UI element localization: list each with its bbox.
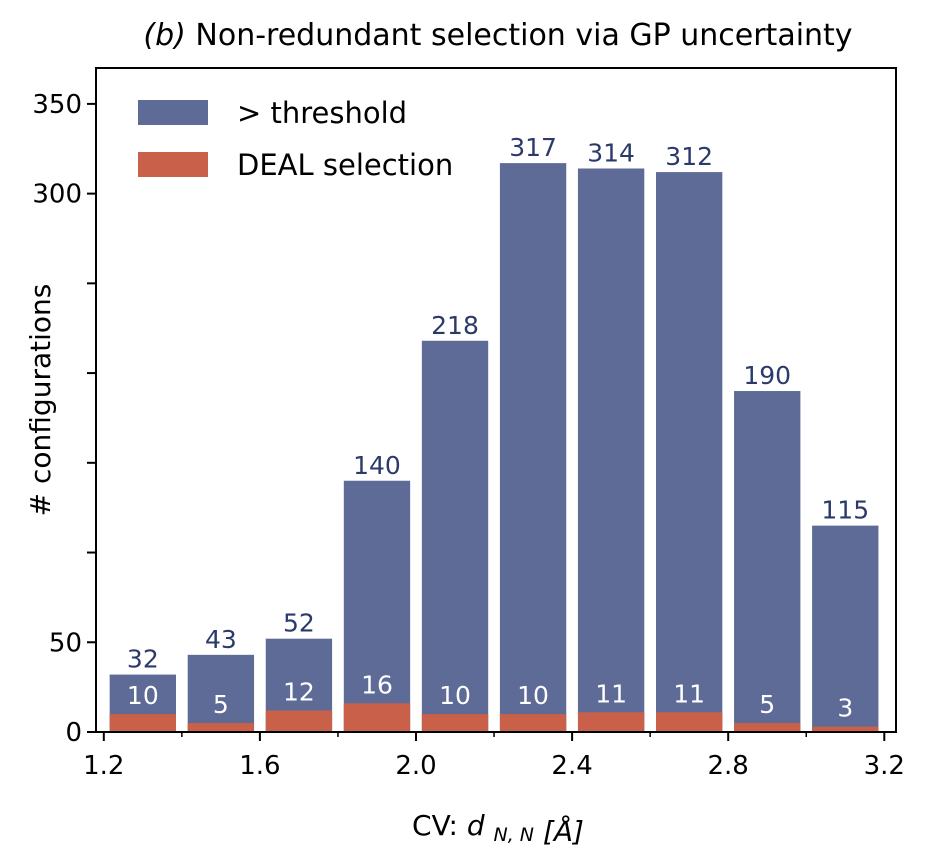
bar-label-threshold: 314 — [587, 138, 635, 167]
x-tick-label: 2.4 — [551, 751, 592, 781]
bar-label-threshold: 218 — [431, 311, 479, 340]
bar-label-threshold: 43 — [205, 625, 237, 654]
bar-label-threshold: 115 — [821, 496, 869, 525]
x-axis-label-subscript: N, N — [494, 824, 535, 846]
bar-label-threshold: 317 — [509, 133, 557, 162]
title-text: Non-redundant selection via GP uncertain… — [195, 18, 852, 53]
bar-threshold — [343, 480, 411, 732]
legend-swatch-deal-selection — [138, 152, 208, 177]
x-tick-label: 1.6 — [239, 751, 280, 781]
bar-label-threshold: 190 — [743, 361, 791, 390]
bar-label-deal-selection: 10 — [517, 681, 549, 710]
x-axis-label: CV: d N, N [Å] — [412, 809, 584, 848]
y-tick-label: 50 — [49, 628, 82, 658]
x-tick-label: 3.2 — [864, 751, 905, 781]
legend-swatch-threshold — [138, 100, 208, 125]
bar-label-threshold: 32 — [127, 645, 159, 674]
x-axis-label-variable: d — [467, 809, 485, 842]
bar-label-deal-selection: 11 — [673, 679, 705, 708]
bar-deal-selection — [656, 712, 723, 732]
bar-label-deal-selection: 10 — [439, 681, 471, 710]
x-axis-label-unit: [Å] — [543, 814, 584, 848]
legend-label-deal-selection: DEAL selection — [237, 148, 453, 182]
bar-label-deal-selection: 5 — [759, 690, 775, 719]
bar-threshold — [734, 391, 801, 732]
x-axis: 1.2 1.6 2.0 2.4 2.8 3.2 — [83, 732, 905, 781]
bar-deal-selection — [499, 714, 567, 732]
y-axis: 0 50 300 350 — [32, 90, 96, 748]
bar-deal-selection — [187, 723, 255, 732]
bar-deal-selection — [812, 726, 879, 732]
bar-label-deal-selection: 10 — [127, 681, 159, 710]
bar-threshold — [577, 168, 645, 732]
bar-label-deal-selection: 16 — [361, 670, 393, 699]
bar-threshold — [812, 525, 879, 732]
plot-frame — [95, 67, 897, 733]
bar-label-deal-selection: 3 — [837, 694, 853, 723]
y-tick-label: 0 — [65, 718, 82, 748]
bar-deal-selection — [343, 703, 411, 732]
x-axis-label-prefix: CV: — [412, 809, 467, 842]
bar-threshold — [499, 163, 567, 732]
bar-label-deal-selection: 12 — [283, 677, 315, 706]
x-tick-label: 1.2 — [83, 751, 124, 781]
bar-deal-selection — [734, 723, 801, 732]
bar-label-deal-selection: 11 — [595, 679, 627, 708]
bar-deal-selection — [109, 714, 176, 732]
bar-label-threshold: 140 — [353, 451, 401, 480]
y-axis-label: # configurations — [24, 284, 57, 517]
chart-title: (b) Non-redundant selection via GP uncer… — [143, 18, 852, 53]
bar-deal-selection — [265, 710, 333, 732]
bar-labels-group: 32 10 43 5 52 12 140 16 218 10 317 10 314 11 312 11 190 5… — [127, 133, 869, 723]
bar-threshold — [187, 654, 255, 732]
y-tick-label: 350 — [32, 90, 82, 120]
legend: > threshold DEAL selection — [138, 96, 453, 182]
bar-label-threshold: 312 — [665, 142, 713, 171]
bar-threshold — [656, 172, 723, 732]
bar-label-deal-selection: 5 — [213, 690, 229, 719]
bar-deal-selection — [421, 714, 489, 732]
bar-label-threshold: 52 — [283, 609, 315, 638]
bars-group — [109, 163, 879, 732]
title-prefix: (b) — [143, 18, 185, 53]
y-tick-label: 300 — [32, 180, 82, 210]
x-tick-label: 2.0 — [395, 751, 436, 781]
x-tick-label: 2.8 — [708, 751, 749, 781]
bar-threshold — [421, 340, 489, 732]
legend-label-threshold: > threshold — [237, 96, 407, 130]
bar-deal-selection — [577, 712, 645, 732]
